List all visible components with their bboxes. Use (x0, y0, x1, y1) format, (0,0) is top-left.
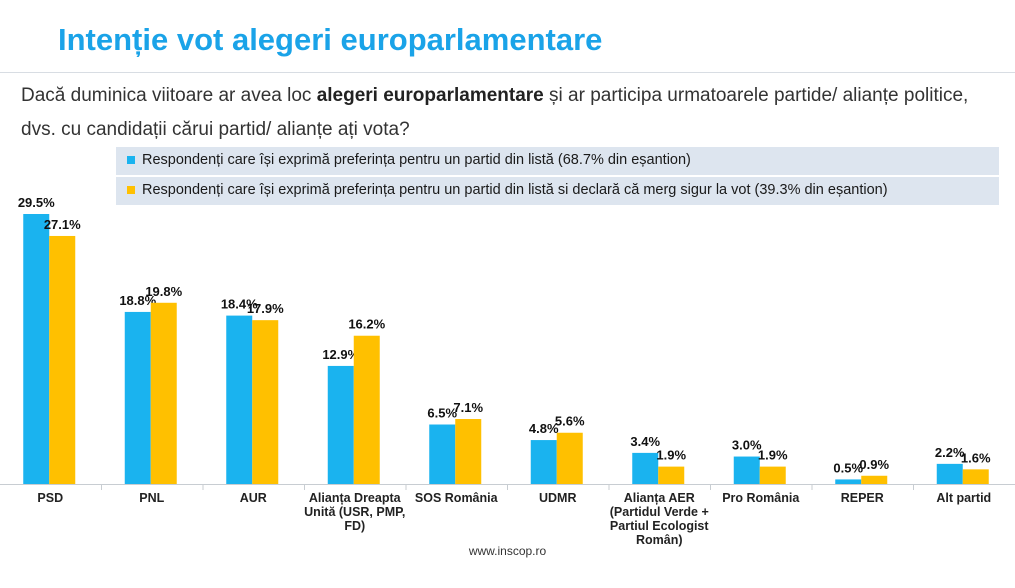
data-label-series-2-8: 1.9% (758, 448, 788, 463)
bar-series-2-4 (353, 335, 380, 484)
data-label-series-1-1: 29.5% (18, 195, 55, 210)
chart-legend: Respondenți care își exprimă preferința … (116, 147, 999, 206)
data-label-series-2-4: 16.2% (348, 317, 385, 332)
category-label-8: Pro România (722, 491, 800, 505)
page-title: Intenție vot alegeri europarlamentare (58, 22, 603, 57)
data-label-series-1-2: 18.8% (119, 293, 156, 308)
category-label-4: Alianța Dreapta Unită (USR, PMP, FD) (304, 491, 405, 533)
bar-series-2-10 (962, 469, 989, 484)
legend-label-series-1: Respondenți care își exprimă preferința … (142, 152, 691, 168)
category-label-6: UDMR (539, 491, 577, 505)
bar-series-2-5 (455, 419, 482, 484)
bar-series-1-6 (530, 440, 557, 484)
data-label-series-1-9: 0.5% (833, 460, 863, 475)
question-text-bold: alegeri europarlamentare (316, 85, 544, 106)
data-label-series-1-10: 2.2% (935, 445, 965, 460)
legend-swatch-series-2 (127, 186, 135, 194)
bar-series-2-8 (759, 466, 786, 484)
bar-series-2-6 (556, 432, 583, 484)
legend-swatch-series-1 (127, 156, 135, 164)
bar-series-1-1 (23, 214, 50, 484)
category-label-5: SOS România (415, 491, 499, 505)
data-label-series-1-5: 6.5% (427, 406, 457, 421)
bar-series-2-2 (150, 302, 177, 484)
data-label-series-1-7: 3.4% (630, 434, 660, 449)
data-label-series-1-6: 4.8% (529, 421, 559, 436)
bar-series-2-1 (49, 235, 76, 484)
data-label-series-2-2: 19.8% (145, 284, 182, 299)
category-label-7: Alianța AER (Partidul Verde + Partiul Ecol… (610, 491, 710, 547)
title-divider (0, 72, 1015, 73)
data-label-series-1-8: 3.0% (732, 438, 762, 453)
bar-series-1-7 (632, 452, 659, 484)
category-label-10: Alt partid (936, 491, 991, 505)
bar-series-1-2 (124, 311, 151, 484)
data-label-series-2-9: 0.9% (859, 457, 889, 472)
data-label-series-2-3: 17.9% (247, 301, 284, 316)
question-text-end: și ar participa urmatoarele partide/ ali… (21, 85, 969, 140)
bar-series-1-5 (429, 424, 456, 484)
source-footer: www.inscop.ro (468, 544, 547, 558)
category-label-3: AUR (240, 491, 267, 505)
bar-series-1-9 (835, 479, 862, 484)
category-label-9: REPER (841, 491, 884, 505)
survey-question: Dacă duminica viitoare ar avea loc alege… (21, 79, 1006, 147)
data-label-series-2-6: 5.6% (555, 414, 585, 429)
data-label-series-1-3: 18.4% (221, 297, 258, 312)
question-text-start: Dacă duminica viitoare ar avea loc (21, 85, 317, 106)
data-label-series-2-7: 1.9% (656, 448, 686, 463)
bar-series-1-4 (327, 365, 354, 484)
bar-series-2-3 (252, 320, 279, 484)
bar-series-2-9 (861, 475, 888, 484)
legend-label-series-2: Respondenți care își exprimă preferința … (142, 182, 888, 198)
bar-series-1-8 (733, 456, 760, 484)
data-label-series-2-1: 27.1% (44, 217, 81, 232)
legend-entry-series-2: Respondenți care își exprimă preferința … (116, 177, 999, 205)
data-label-series-2-5: 7.1% (453, 400, 483, 415)
data-label-series-1-4: 12.9% (322, 347, 359, 362)
bar-series-1-3 (226, 315, 253, 484)
legend-entry-series-1: Respondenți care își exprimă preferința … (116, 147, 999, 175)
bar-series-2-7 (658, 466, 685, 484)
category-label-2: PNL (139, 491, 164, 505)
category-label-1: PSD (37, 491, 63, 505)
data-label-series-2-10: 1.6% (961, 450, 991, 465)
bar-series-1-10 (936, 463, 963, 484)
